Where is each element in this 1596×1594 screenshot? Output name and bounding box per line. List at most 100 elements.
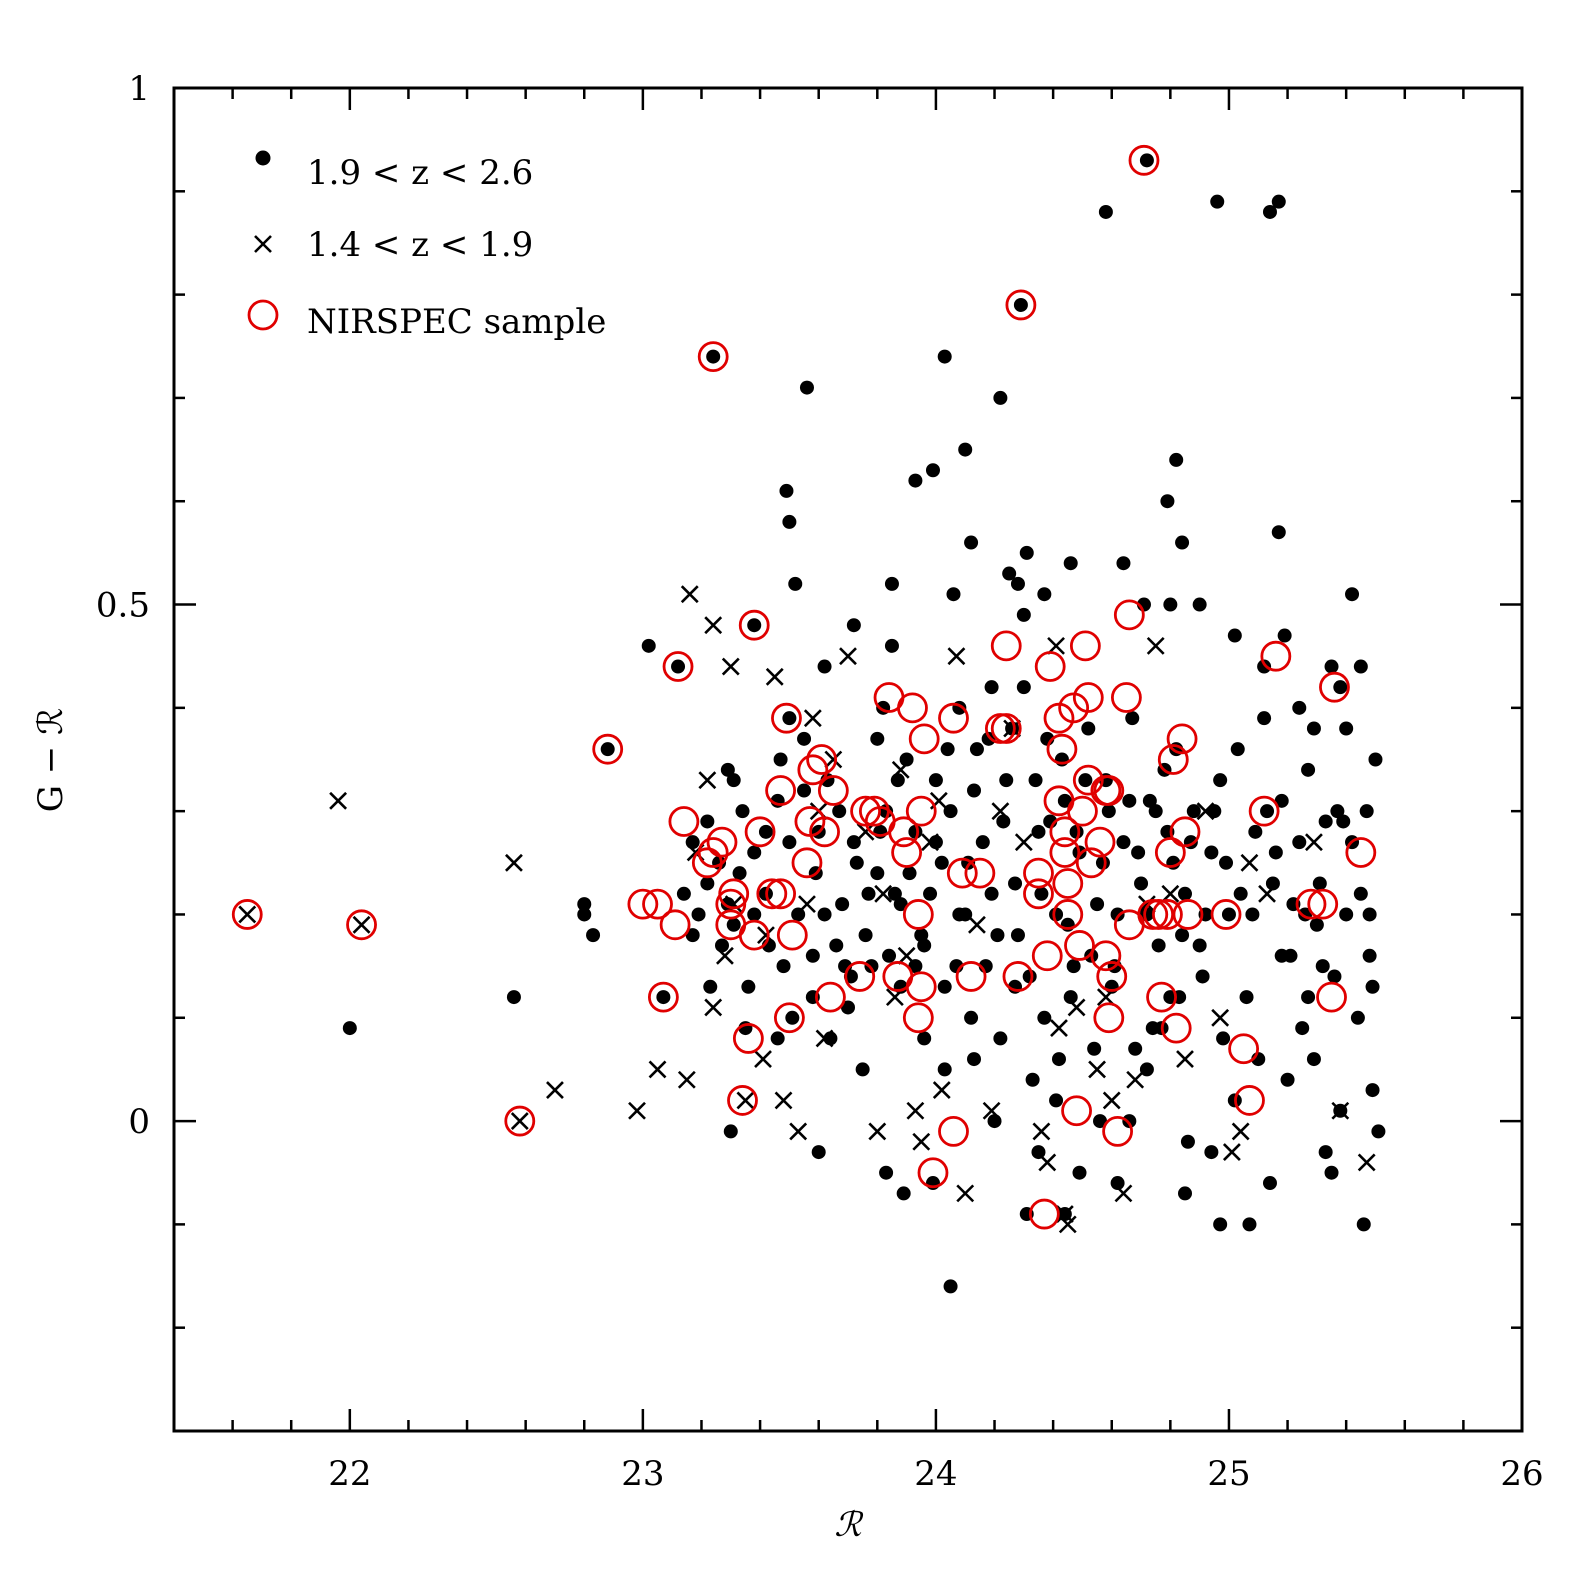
point-high-z (735, 804, 750, 819)
point-low-z (1088, 1060, 1107, 1079)
point-low-z (906, 1101, 925, 1120)
point-low-z (1231, 1122, 1250, 1141)
point-high-z (1318, 1145, 1333, 1160)
point-nirspec (809, 816, 840, 848)
point-nirspec (727, 1085, 758, 1116)
point-high-z (855, 1062, 870, 1077)
point-low-z (698, 771, 717, 790)
point-high-z (1192, 938, 1207, 953)
point-high-z (1336, 814, 1351, 829)
point-high-z (937, 979, 952, 994)
point-high-z (714, 938, 729, 953)
legend-label-high-z: 1.9 < z < 2.6 (307, 153, 533, 193)
point-high-z (908, 824, 923, 839)
point-nirspec (905, 971, 937, 1003)
point-high-z (893, 897, 908, 912)
point-high-z (785, 1010, 800, 1025)
point-high-z (899, 752, 914, 767)
point-high-z (1333, 680, 1348, 695)
point-nirspec (1067, 795, 1098, 827)
point-nirspec (765, 775, 796, 806)
point-low-z (874, 884, 893, 903)
point-nirspec (744, 816, 776, 848)
point-nirspec (1052, 868, 1084, 899)
point-nirspec (756, 878, 788, 910)
point-high-z (1365, 1083, 1380, 1098)
point-low-z (754, 1050, 772, 1069)
plot-frame (172, 86, 1524, 1433)
point-high-z (1051, 1052, 1066, 1067)
point-high-z (1221, 907, 1236, 922)
point-low-z (1211, 1008, 1230, 1027)
y-axis-title: G − ℛ (31, 708, 71, 812)
point-high-z (887, 886, 902, 901)
point-low-z (1146, 636, 1165, 655)
point-high-z (1216, 1031, 1231, 1046)
point-high-z (1359, 804, 1374, 819)
point-low-z (704, 998, 723, 1017)
point-high-z (1139, 153, 1154, 168)
point-high-z (1175, 535, 1190, 550)
point-low-z (1222, 1143, 1241, 1161)
point-high-z (937, 349, 952, 364)
point-high-z (1019, 545, 1034, 560)
point-high-z (1248, 824, 1263, 839)
point-high-z (1025, 1072, 1040, 1087)
point-high-z (671, 659, 686, 674)
point-high-z (981, 731, 996, 746)
point-nirspec (231, 899, 263, 930)
point-high-z (1169, 452, 1184, 467)
point-high-z (788, 576, 803, 591)
point-low-z (1137, 895, 1156, 914)
point-high-z (747, 845, 762, 860)
point-high-z (967, 1052, 982, 1067)
point-nirspec (1093, 775, 1125, 806)
point-high-z (870, 731, 885, 746)
point-nirspec (891, 837, 923, 868)
point-nirspec (990, 713, 1022, 744)
legend-label-nirspec: NIRSPEC sample (307, 302, 606, 342)
point-high-z (1037, 1010, 1052, 1025)
point-nirspec (1152, 899, 1183, 930)
point-nirspec (1090, 940, 1122, 972)
point-low-z (1126, 1070, 1145, 1089)
point-nirspec (697, 837, 729, 868)
point-nirspec (1345, 837, 1377, 868)
point-high-z (1049, 1093, 1064, 1108)
point-nirspec (1069, 630, 1101, 662)
point-high-z (1139, 907, 1154, 922)
point-nirspec (1260, 640, 1292, 672)
point-high-z (1283, 948, 1298, 963)
point-high-z (1128, 1041, 1143, 1056)
point-low-z (982, 1101, 1001, 1120)
point-low-z (912, 1132, 931, 1151)
point-nirspec (897, 692, 928, 724)
point-high-z (1227, 628, 1242, 643)
point-nirspec (888, 816, 920, 848)
point-nirspec (946, 857, 978, 889)
point-high-z (896, 1186, 911, 1201)
point-high-z (1063, 990, 1078, 1005)
point-low-z (1067, 998, 1086, 1017)
point-high-z (782, 711, 797, 726)
point-high-z (799, 380, 814, 395)
point-nirspec (668, 806, 700, 837)
point-nirspec (905, 795, 937, 827)
point-high-z (1072, 1165, 1087, 1180)
point-high-z (1362, 907, 1377, 922)
point-high-z (1268, 845, 1283, 860)
point-low-z (1258, 884, 1276, 903)
point-low-z (824, 750, 843, 769)
point-high-z (1101, 804, 1116, 819)
point-high-z (1312, 876, 1327, 891)
point-nirspec (706, 826, 738, 858)
point-low-z (774, 1091, 793, 1110)
point-low-z (856, 822, 875, 841)
point-high-z (1324, 659, 1339, 674)
point-low-z (947, 647, 966, 666)
point-high-z (1148, 804, 1163, 819)
point-low-z (716, 946, 734, 965)
axis-ticks (172, 86, 1524, 1433)
point-high-z (1163, 597, 1178, 612)
point-high-z (1330, 804, 1345, 819)
